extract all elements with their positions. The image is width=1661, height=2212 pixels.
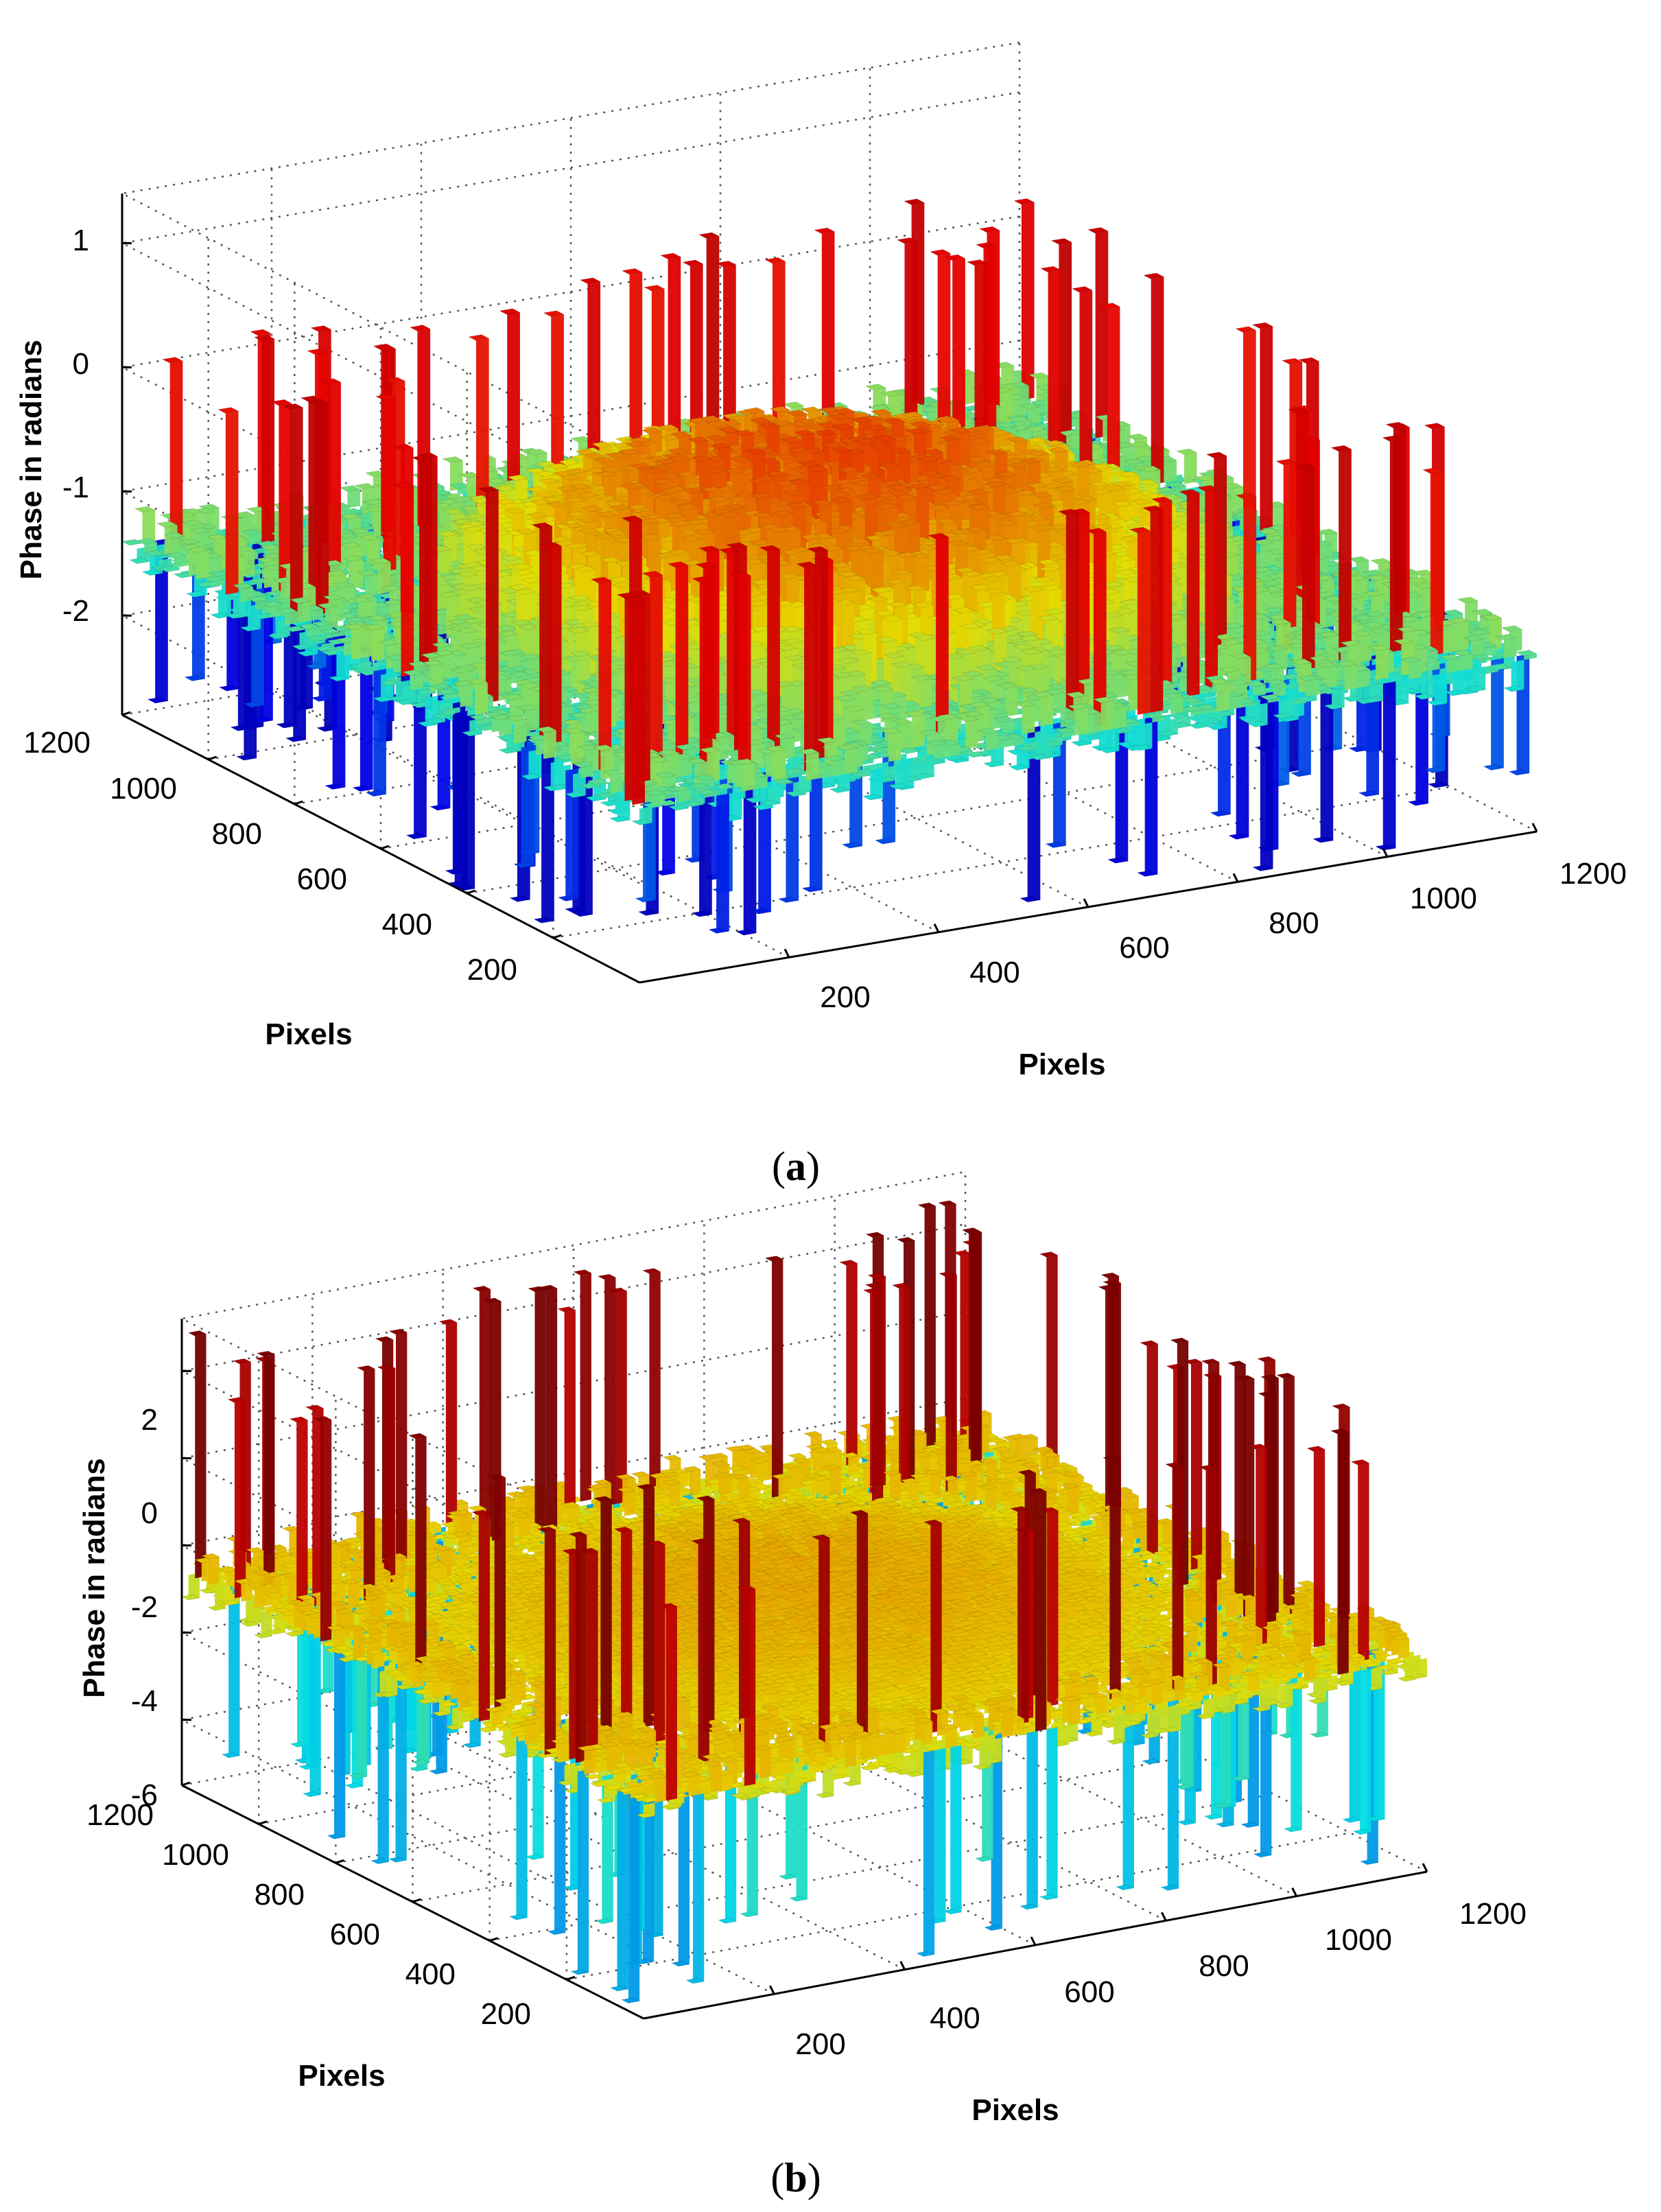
- surface-facet: [814, 227, 836, 235]
- surface-facet: [1010, 425, 1033, 432]
- surface-facet: [782, 401, 805, 408]
- surface-facet: [864, 384, 887, 390]
- surface-facet: [1013, 198, 1035, 205]
- surface-facet: [690, 263, 703, 466]
- surface-facet: [644, 285, 665, 292]
- surface-facet: [698, 232, 720, 239]
- surface-facet: [570, 436, 592, 443]
- surface-facet: [996, 421, 1017, 429]
- surface-facet: [1000, 390, 1013, 424]
- surface-facet: [629, 272, 643, 461]
- panel-a: 1 0 -1 -2 1200 1000 800 600 400 200 200 …: [14, 41, 1627, 1189]
- surface-facet: [1050, 238, 1072, 245]
- surface-facet: [966, 259, 989, 266]
- surface-facet: [1021, 202, 1035, 400]
- surface-facet: [952, 258, 965, 452]
- surface-facet: [975, 242, 998, 249]
- surface-facet: [1019, 403, 1041, 410]
- surface-facet: [1164, 460, 1177, 483]
- surface-facet: [764, 257, 786, 264]
- surface-facet: [1028, 372, 1050, 379]
- panel-a-surface: [121, 198, 1538, 936]
- surface-facet: [903, 198, 926, 205]
- surface-facet: [1243, 330, 1256, 515]
- surface-facet: [1126, 433, 1148, 440]
- surface-facet: [772, 261, 786, 447]
- surface-facet: [142, 510, 156, 543]
- surface-facet: [621, 268, 644, 275]
- grid-line: [467, 741, 1365, 895]
- surface-facet: [1095, 231, 1109, 438]
- surface-facet: [706, 236, 720, 448]
- surface-facet: [1058, 430, 1080, 436]
- surface-facet: [904, 241, 918, 445]
- surface-facet: [225, 411, 239, 595]
- surface-facet: [963, 373, 976, 405]
- surface-facet: [169, 361, 183, 549]
- surface-facet: [1048, 270, 1061, 467]
- surface-facet: [974, 263, 988, 464]
- surface-facet: [715, 261, 737, 268]
- surface-facet: [937, 253, 951, 445]
- surface-facet: [668, 257, 681, 455]
- surface-facet: [261, 338, 275, 543]
- surface-facet: [365, 574, 378, 597]
- surface-facet: [328, 382, 341, 578]
- grid-line: [553, 786, 1451, 939]
- surface-facet: [682, 259, 704, 266]
- surface-facet: [1151, 276, 1164, 485]
- surface-facet: [821, 231, 835, 429]
- surface-facet: [347, 489, 361, 508]
- surface-facet: [1260, 326, 1273, 532]
- surface-facet: [659, 252, 682, 259]
- surface-facet: [1260, 543, 1273, 568]
- surface-facet: [1008, 416, 1030, 423]
- surface-facet: [1025, 425, 1047, 433]
- surface-facet: [1039, 266, 1062, 273]
- surface-facet: [880, 390, 902, 397]
- surface-facet: [944, 254, 966, 261]
- surface-facet: [929, 249, 952, 256]
- surface-facet: [196, 550, 209, 580]
- surface-facet: [1087, 227, 1109, 234]
- surface-facet: [896, 237, 919, 244]
- surface-facet: [1059, 242, 1072, 455]
- surface-facet: [978, 226, 1001, 233]
